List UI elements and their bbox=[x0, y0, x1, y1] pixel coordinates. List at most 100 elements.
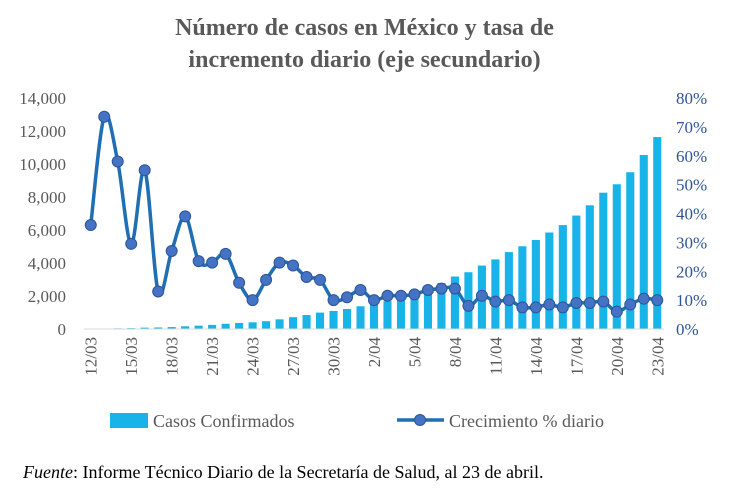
point-crecimiento-diario bbox=[287, 259, 300, 272]
point-crecimiento-diario bbox=[462, 299, 475, 312]
point-crecimiento-diario bbox=[192, 255, 205, 268]
legend-swatch-casos bbox=[110, 413, 148, 428]
point-crecimiento-diario bbox=[273, 256, 286, 269]
bar-casos-confirmados bbox=[437, 283, 446, 329]
bar-casos-confirmados bbox=[194, 325, 203, 329]
bar-casos-confirmados bbox=[423, 288, 432, 329]
x-tick-label: 5/04 bbox=[405, 337, 424, 368]
y-left-tick-label: 10,000 bbox=[19, 155, 66, 174]
point-crecimiento-diario bbox=[489, 295, 502, 308]
bar-casos-confirmados bbox=[572, 215, 581, 329]
point-crecimiento-diario bbox=[583, 297, 596, 310]
x-tick-label: 17/04 bbox=[567, 337, 586, 376]
x-tick-label: 2/04 bbox=[365, 337, 384, 368]
chart-title-line-1: Número de casos en México y tasa de bbox=[175, 15, 554, 41]
point-crecimiento-diario bbox=[152, 285, 165, 298]
bar-casos-confirmados bbox=[208, 324, 217, 329]
point-crecimiento-diario bbox=[475, 289, 488, 302]
bar-casos-confirmados bbox=[181, 326, 190, 329]
x-tick-label: 30/03 bbox=[325, 337, 344, 376]
point-crecimiento-diario bbox=[448, 282, 461, 295]
legend-label-casos: Casos Confirmados bbox=[153, 411, 295, 431]
x-tick-label: 24/03 bbox=[244, 337, 263, 376]
point-crecimiento-diario bbox=[516, 301, 529, 314]
y-left-tick-label: 8,000 bbox=[28, 188, 66, 207]
bar-casos-confirmados bbox=[653, 137, 662, 329]
y-right-tick-label: 30% bbox=[676, 233, 707, 252]
bar-casos-confirmados bbox=[531, 239, 540, 329]
bar-casos-confirmados bbox=[369, 304, 379, 329]
y-right-tick-label: 40% bbox=[676, 205, 707, 224]
point-crecimiento-diario bbox=[314, 273, 327, 286]
bar-casos-confirmados bbox=[383, 301, 392, 329]
legend-label-crecimiento: Crecimiento % diario bbox=[449, 411, 604, 431]
point-crecimiento-diario bbox=[300, 271, 313, 284]
bar-casos-confirmados bbox=[221, 323, 230, 329]
point-crecimiento-diario bbox=[111, 155, 124, 168]
x-tick-label: 8/04 bbox=[446, 337, 465, 368]
y-right-tick-label: 60% bbox=[676, 147, 707, 166]
y-right-tick-label: 10% bbox=[676, 291, 707, 310]
y-left-tick-label: 0 bbox=[58, 320, 67, 339]
bar-casos-confirmados bbox=[140, 327, 149, 329]
bar-casos-confirmados bbox=[302, 315, 311, 329]
point-crecimiento-diario bbox=[368, 294, 380, 307]
bar-casos-confirmados bbox=[342, 308, 352, 329]
bar-casos-confirmados bbox=[289, 317, 298, 329]
bar-casos-confirmados bbox=[599, 192, 608, 329]
bar-casos-confirmados bbox=[639, 155, 648, 329]
point-crecimiento-diario bbox=[421, 284, 434, 297]
point-crecimiento-diario bbox=[179, 210, 192, 223]
bar-casos-confirmados bbox=[491, 259, 500, 329]
point-crecimiento-diario bbox=[354, 284, 367, 297]
chart-title: Número de casos en México y tasa de incr… bbox=[0, 12, 729, 76]
bar-casos-confirmados bbox=[450, 276, 459, 329]
point-crecimiento-diario bbox=[165, 245, 178, 258]
bar-casos-confirmados bbox=[585, 205, 594, 329]
bar-casos-confirmados bbox=[316, 312, 325, 329]
point-crecimiento-diario bbox=[570, 297, 583, 310]
bar-casos-confirmados bbox=[248, 322, 257, 329]
point-crecimiento-diario bbox=[394, 289, 407, 302]
bar-casos-confirmados bbox=[396, 297, 406, 329]
y-left-tick-label: 14,000 bbox=[19, 89, 66, 108]
x-tick-label: 23/04 bbox=[648, 337, 667, 376]
point-crecimiento-diario bbox=[529, 301, 542, 314]
point-crecimiento-diario bbox=[84, 219, 97, 232]
bar-casos-confirmados bbox=[518, 246, 527, 329]
source-note: Fuente: Informe Técnico Diario de la Sec… bbox=[23, 462, 543, 483]
point-crecimiento-diario bbox=[502, 294, 515, 307]
point-crecimiento-diario bbox=[206, 256, 219, 269]
y-left-tick-label: 2,000 bbox=[28, 287, 66, 306]
bar-casos-confirmados bbox=[410, 293, 419, 329]
bar-casos-confirmados bbox=[262, 321, 271, 329]
point-crecimiento-diario bbox=[435, 282, 448, 295]
bar-casos-confirmados bbox=[154, 327, 163, 329]
x-tick-label: 12/03 bbox=[82, 337, 101, 376]
bar-casos-confirmados bbox=[545, 232, 554, 329]
point-crecimiento-diario bbox=[260, 273, 273, 286]
source-label: Fuente bbox=[23, 462, 73, 482]
point-crecimiento-diario bbox=[381, 289, 394, 302]
point-crecimiento-diario bbox=[98, 110, 111, 123]
point-crecimiento-diario bbox=[233, 276, 246, 289]
y-left-tick-label: 4,000 bbox=[28, 254, 66, 273]
x-tick-label: 14/04 bbox=[527, 337, 546, 376]
bar-casos-confirmados bbox=[356, 306, 365, 329]
bar-casos-confirmados bbox=[329, 310, 338, 329]
chart-title-line-2: incremento diario (eje secundario) bbox=[188, 47, 541, 73]
point-crecimiento-diario bbox=[341, 291, 354, 304]
bar-casos-confirmados bbox=[504, 252, 513, 329]
source-text: : Informe Técnico Diario de la Secretarí… bbox=[72, 462, 544, 482]
point-crecimiento-diario bbox=[408, 288, 421, 301]
bar-casos-confirmados bbox=[235, 322, 244, 329]
point-crecimiento-diario bbox=[138, 164, 151, 177]
x-tick-label: 27/03 bbox=[284, 337, 303, 376]
bar-casos-confirmados bbox=[612, 184, 621, 329]
y-right-tick-label: 20% bbox=[676, 262, 707, 281]
point-crecimiento-diario bbox=[219, 247, 232, 260]
x-tick-label: 18/03 bbox=[163, 337, 182, 376]
bar-casos-confirmados bbox=[167, 327, 176, 329]
legend-swatch-crecimiento-marker bbox=[414, 414, 426, 426]
